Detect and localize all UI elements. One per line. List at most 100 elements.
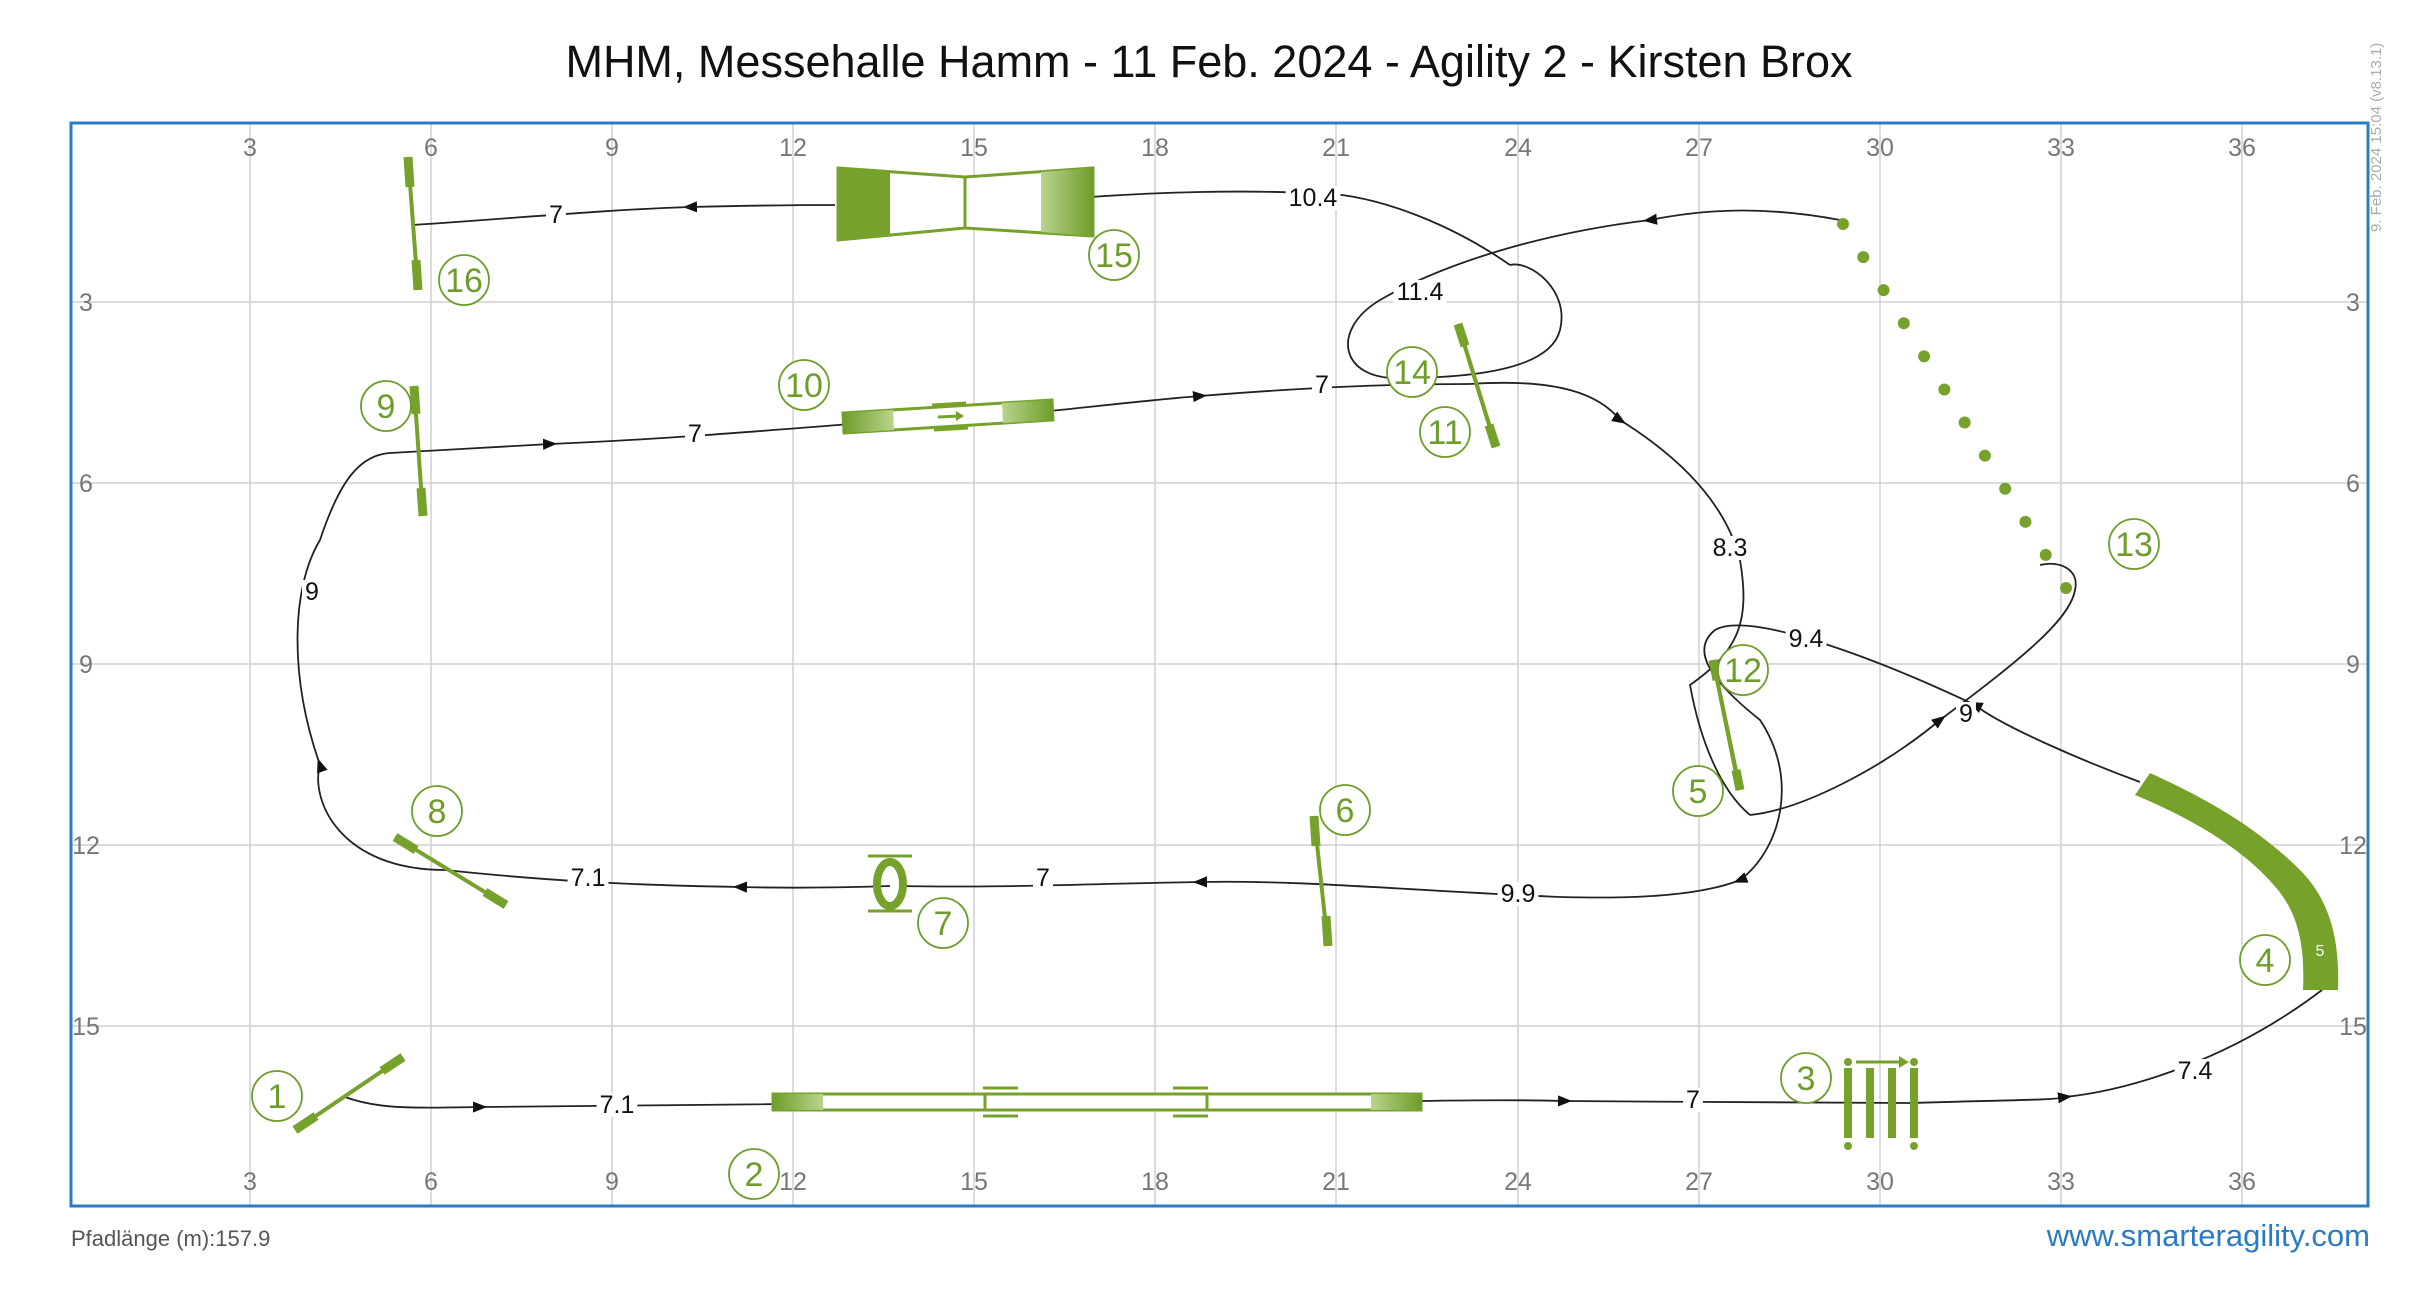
obstacle-number: 3 <box>1797 1060 1816 1098</box>
obstacle-8-jump <box>392 833 509 909</box>
y-axis-left: 3 6 9 12 15 <box>72 289 100 1041</box>
y-tick-label: 6 <box>79 470 93 498</box>
obstacle-number: 14 <box>1393 354 1431 392</box>
obstacle-number: 6 <box>1336 792 1355 830</box>
page-title: MHM, Messehalle Hamm - 11 Feb. 2024 - Ag… <box>565 36 1853 87</box>
obstacle-number-circle <box>1717 644 1769 696</box>
obstacle-number-circle <box>411 785 463 837</box>
x-axis-bottom: 3 6 9 12 15 18 21 24 27 30 33 36 <box>243 1168 2256 1196</box>
x-tick-label: 36 <box>2228 134 2256 162</box>
y-tick-label: 15 <box>2339 1013 2367 1041</box>
segment-length: 11.4 <box>1397 278 1444 306</box>
weave-pole <box>1918 350 1931 363</box>
x-tick-label: 30 <box>1866 1168 1894 1196</box>
segment-length: 9.4 <box>1789 625 1824 653</box>
segment-length: 7 <box>1686 1086 1700 1114</box>
obstacle-number: 10 <box>785 367 823 405</box>
obstacle-number: 13 <box>2115 526 2153 564</box>
segment-length-bg <box>1497 882 1539 906</box>
x-tick-label: 21 <box>1322 1168 1350 1196</box>
obstacle-number-circle <box>1088 229 1140 281</box>
weave-pole <box>1897 317 1910 330</box>
segment-length-bg <box>2174 1059 2216 1083</box>
segment-length: 7.1 <box>571 864 606 892</box>
obstacle-4-tunnel: 5 <box>2135 773 2339 990</box>
segment-length: 7.4 <box>2178 1057 2213 1085</box>
obstacle-number: 8 <box>428 793 447 831</box>
y-tick-label: 9 <box>79 651 93 679</box>
timestamp: 9. Feb. 2024 15:04 (v8.13.1) <box>2368 42 2385 232</box>
obstacle-number-circle <box>1319 784 1371 836</box>
segment-length-bg <box>1393 280 1447 304</box>
x-tick-label: 27 <box>1685 1168 1713 1196</box>
segment-length-bg <box>1956 702 1976 726</box>
obstacle-15-a-frame <box>836 166 1095 242</box>
x-tick-label: 12 <box>779 134 807 162</box>
segment-length-bg <box>1785 627 1827 651</box>
y-tick-label: 12 <box>2339 832 2367 860</box>
obstacle-number-circle <box>1780 1052 1832 1104</box>
segment-length: 9 <box>1959 700 1973 728</box>
obstacle-number-circle <box>778 359 830 411</box>
weave-pole <box>1978 449 1991 462</box>
y-tick-label: 3 <box>79 289 93 317</box>
dog-path <box>296 190 2323 1113</box>
segment-length-bg <box>1033 866 1053 890</box>
obstacle-number: 5 <box>1689 773 1708 811</box>
segment-length-bg <box>1709 536 1751 560</box>
obstacle-number: 1 <box>268 1078 287 1116</box>
x-tick-label: 9 <box>605 1168 619 1196</box>
x-tick-label: 36 <box>2228 1168 2256 1196</box>
website-link[interactable]: www.smarteragility.com <box>2046 1218 2370 1253</box>
obstacle-9-jump <box>409 385 428 517</box>
obstacle-number: 12 <box>1724 652 1762 690</box>
segment-length-bg <box>567 866 609 890</box>
obstacle-number-circle <box>728 1148 780 1200</box>
weave-pole <box>1958 416 1971 429</box>
segment-length: 7.1 <box>600 1091 635 1119</box>
y-tick-label: 6 <box>2346 470 2360 498</box>
weave-pole <box>2060 582 2072 594</box>
y-tick-label: 15 <box>72 1013 100 1041</box>
segment-length-bg <box>685 422 705 446</box>
tunnel-length-label: 5 <box>2316 943 2325 960</box>
x-tick-label: 27 <box>1685 134 1713 162</box>
x-tick-label: 18 <box>1141 1168 1169 1196</box>
x-tick-label: 3 <box>243 134 257 162</box>
weave-pole <box>1837 218 1849 230</box>
y-tick-label: 9 <box>2346 651 2360 679</box>
segment-length-bg <box>1683 1088 1703 1112</box>
obstacle-number: 4 <box>2256 942 2275 980</box>
y-tick-label: 3 <box>2346 289 2360 317</box>
segment-length-bg <box>1312 373 1332 397</box>
x-tick-label: 9 <box>605 134 619 162</box>
x-tick-label: 6 <box>424 134 438 162</box>
weave-pole <box>2039 548 2052 561</box>
obstacle-number-circle <box>2239 934 2291 986</box>
weave-pole <box>1857 251 1870 264</box>
obstacle-number-circle <box>1386 346 1438 398</box>
segment-length: 7 <box>1036 864 1050 892</box>
x-tick-label: 24 <box>1504 1168 1532 1196</box>
segment-length: 9 <box>305 578 319 606</box>
x-axis-top: 3 6 9 12 15 18 21 24 27 30 33 36 <box>243 134 2256 162</box>
segment-length: 9.9 <box>1501 880 1536 908</box>
path-length: Pfadlänge (m):157.9 <box>71 1226 271 1251</box>
obstacle-number-circle <box>1672 765 1724 817</box>
y-tick-label: 12 <box>72 832 100 860</box>
obstacle-12-jump <box>1711 659 1741 789</box>
obstacle-number: 11 <box>1427 414 1462 452</box>
obstacle-6-jump <box>1309 815 1333 947</box>
segment-length: 8.3 <box>1713 534 1748 562</box>
segment-length-bg <box>1285 186 1341 210</box>
ring-frame <box>69 121 2370 1208</box>
x-tick-label: 12 <box>779 1168 807 1196</box>
obstacle-14-jump <box>1456 323 1498 448</box>
segment-length-bg <box>546 203 566 227</box>
obstacle-1-jump <box>292 1053 406 1134</box>
x-tick-label: 3 <box>243 1168 257 1196</box>
obstacle-2-dogwalk <box>771 1086 1423 1118</box>
segment-length: 7 <box>549 201 563 229</box>
